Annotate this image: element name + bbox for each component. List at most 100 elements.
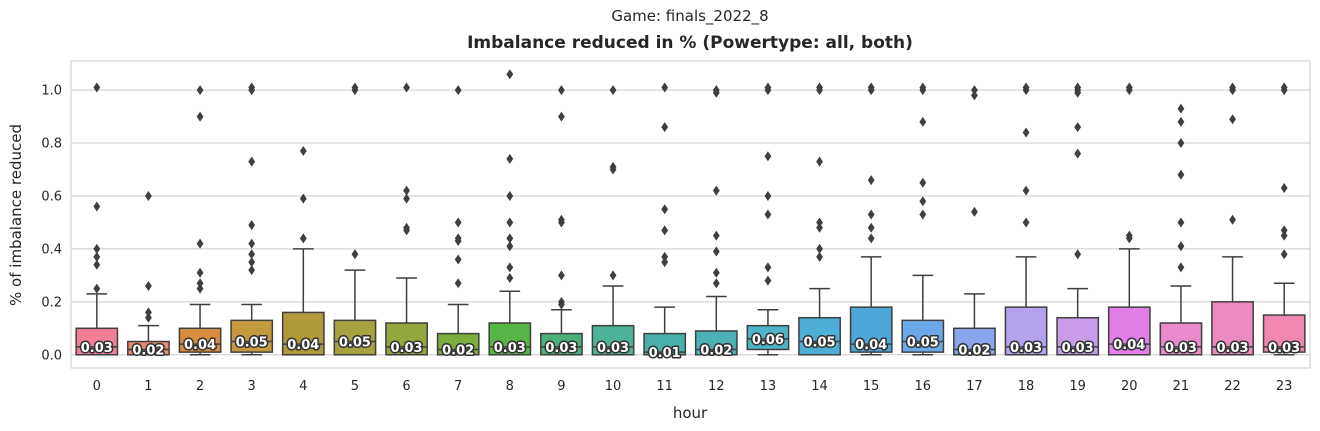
x-tick-label: 6 [402, 379, 410, 394]
x-tick-label: 16 [915, 379, 932, 394]
iqr-box [798, 316, 841, 356]
outlier-point [454, 278, 462, 289]
outlier-point [609, 161, 617, 172]
outlier-point [403, 193, 410, 204]
box-hour-10 [591, 85, 635, 356]
outlier-point [816, 156, 823, 167]
x-tick-label: 2 [196, 379, 204, 394]
outlier-point [661, 225, 669, 236]
outlier-point [816, 82, 823, 93]
median-label: 0.03 [494, 341, 526, 356]
outlier-point [1280, 249, 1288, 260]
outlier-point [1229, 114, 1236, 125]
box-hour-11 [643, 82, 687, 356]
median-label: 0.05 [804, 336, 836, 351]
box-hour-1 [127, 190, 170, 356]
box-hour-5 [333, 82, 377, 356]
outlier-point [816, 243, 823, 254]
iqr-box [1159, 322, 1203, 356]
x-tick-label: 3 [248, 379, 256, 394]
box-hour-8 [488, 69, 532, 356]
outlier-point [1022, 82, 1030, 93]
outlier-point [1177, 116, 1185, 127]
outlier-point [712, 267, 720, 278]
median-label: 0.04 [287, 338, 319, 353]
outlier-point [1280, 230, 1288, 241]
outlier-point [93, 283, 101, 294]
x-tick-label: 9 [557, 379, 565, 394]
iqr-box [178, 327, 222, 353]
box-hour-22 [1211, 82, 1254, 356]
outlier-point [506, 233, 514, 244]
median-label: 0.06 [752, 333, 784, 348]
box-hour-17 [953, 85, 996, 356]
outlier-point [764, 190, 772, 201]
outlier-point [712, 246, 720, 257]
x-tick-label: 1 [144, 379, 152, 394]
outlier-point [145, 312, 152, 323]
outlier-point [971, 85, 978, 96]
outlier-point [196, 283, 204, 294]
box-hour-21 [1159, 103, 1203, 356]
y-gridlines [71, 89, 1310, 356]
outlier-point [816, 251, 823, 262]
outlier-point [403, 82, 410, 93]
iqr-box [901, 319, 945, 353]
box-hour-14 [798, 82, 841, 356]
y-tick-label: 0.4 [41, 242, 62, 257]
box-hour-6 [385, 82, 428, 356]
y-tick-labels: 0.0 0.2 0.4 0.6 0.8 1.0 [41, 84, 62, 364]
outlier-point [1177, 241, 1185, 252]
outlier-point [1125, 230, 1133, 241]
outlier-point [919, 177, 927, 188]
outlier-point [867, 222, 875, 233]
x-tick-label: 13 [760, 379, 777, 394]
outlier-point [1280, 183, 1288, 194]
outlier-point [454, 254, 462, 265]
x-tick-label: 8 [506, 379, 514, 394]
outlier-point [661, 82, 669, 93]
outlier-point [454, 217, 462, 228]
x-tick-label: 7 [454, 379, 462, 394]
iqr-box [333, 319, 377, 356]
iqr-box [488, 322, 532, 356]
median-label: 0.03 [1010, 341, 1042, 356]
outlier-point [506, 69, 514, 80]
box-hour-15 [849, 82, 893, 356]
outlier-point [1229, 214, 1236, 225]
x-tick-label: 17 [966, 379, 983, 394]
x-tick-label: 20 [1121, 379, 1138, 394]
outlier-point [1280, 225, 1288, 236]
x-tick-label: 14 [811, 379, 828, 394]
chart-suptitle: Game: finals_2022_8 [611, 7, 768, 26]
box-hour-7 [436, 85, 480, 356]
outlier-point [558, 270, 565, 281]
iqr-box [540, 332, 583, 356]
outlier-point [93, 82, 101, 93]
outlier-point [764, 262, 772, 273]
x-tick-label: 10 [605, 379, 622, 394]
outlier-point [506, 217, 514, 228]
outlier-point [558, 85, 565, 96]
outlier-point [299, 193, 307, 204]
box-hour-18 [1004, 82, 1048, 356]
plot-area-frame [70, 60, 1311, 369]
median-label: 0.04 [184, 338, 216, 353]
outlier-point [299, 233, 307, 244]
median-label: 0.04 [1113, 338, 1145, 353]
iqr-box [1056, 316, 1100, 356]
outlier-point [145, 307, 152, 318]
outlier-point [351, 82, 359, 93]
outlier-point [919, 82, 927, 93]
outlier-point [867, 175, 875, 186]
median-label: 0.03 [1062, 341, 1094, 356]
x-tick-label: 15 [863, 379, 880, 394]
median-label: 0.02 [958, 343, 990, 358]
median-label: 0.03 [1165, 341, 1197, 356]
outlier-point [1177, 169, 1185, 180]
median-label: 0.04 [855, 338, 887, 353]
outlier-point [558, 111, 565, 122]
box-hour-16 [901, 82, 945, 356]
outlier-point [506, 262, 514, 273]
